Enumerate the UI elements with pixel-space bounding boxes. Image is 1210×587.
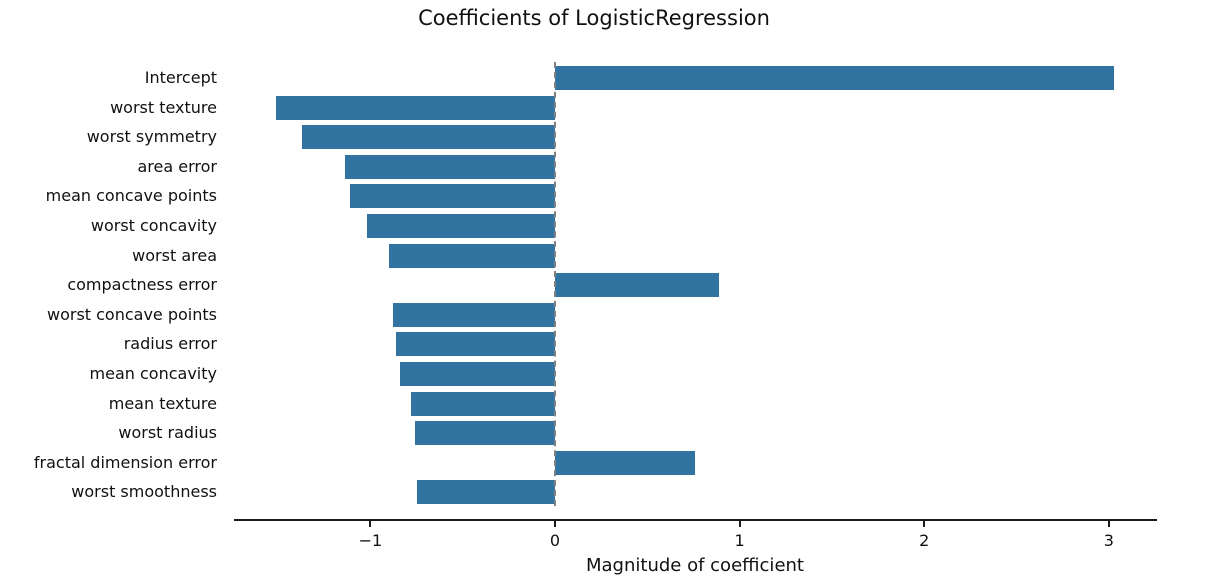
y-tick-label: fractal dimension error [33, 452, 217, 472]
bar [276, 95, 555, 120]
y-tick-label: area error [137, 156, 218, 176]
bar [350, 184, 555, 209]
y-tick-label: worst symmetry [86, 127, 217, 147]
y-tick-label: mean concave points [45, 186, 217, 206]
y-tick-label: worst smoothness [71, 482, 217, 502]
bar [344, 154, 555, 179]
y-tick-label: worst area [132, 245, 217, 265]
x-tick-label: 0 [549, 531, 561, 550]
x-tick [369, 520, 372, 527]
bar [399, 362, 555, 386]
chart-title: Coefficients of LogisticRegression [418, 6, 770, 30]
y-tick-label: worst concave points [46, 304, 217, 324]
y-tick-label: worst radius [118, 423, 217, 443]
x-tick-label: 2 [919, 531, 930, 550]
x-axis-line [234, 519, 1157, 521]
bar [555, 450, 696, 475]
bar [411, 391, 555, 416]
x-tick-label: 3 [1103, 531, 1114, 550]
x-tick-label: −1 [358, 531, 383, 550]
y-tick-label: mean concavity [89, 364, 217, 383]
x-tick [554, 520, 556, 527]
y-tick-label: mean texture [108, 393, 217, 413]
x-tick [1107, 520, 1110, 527]
x-tick-label: 1 [734, 531, 745, 550]
bar [396, 332, 555, 357]
bar [416, 480, 555, 505]
x-tick [923, 520, 926, 527]
bar [302, 125, 555, 150]
y-tick-label: compactness error [67, 275, 217, 295]
x-axis-label: Magnitude of coefficient [586, 555, 804, 576]
y-tick-label: radius error [123, 334, 217, 354]
x-tick [738, 520, 741, 527]
y-tick-label: worst concavity [90, 216, 217, 235]
bar [555, 66, 1115, 90]
zero-reference-line [554, 62, 556, 506]
bar [366, 214, 555, 238]
bar [555, 273, 720, 298]
y-tick-label: Intercept [144, 68, 217, 87]
bar [388, 243, 555, 268]
y-tick-label: worst texture [110, 97, 217, 117]
bar [392, 302, 555, 327]
bar [414, 421, 555, 446]
